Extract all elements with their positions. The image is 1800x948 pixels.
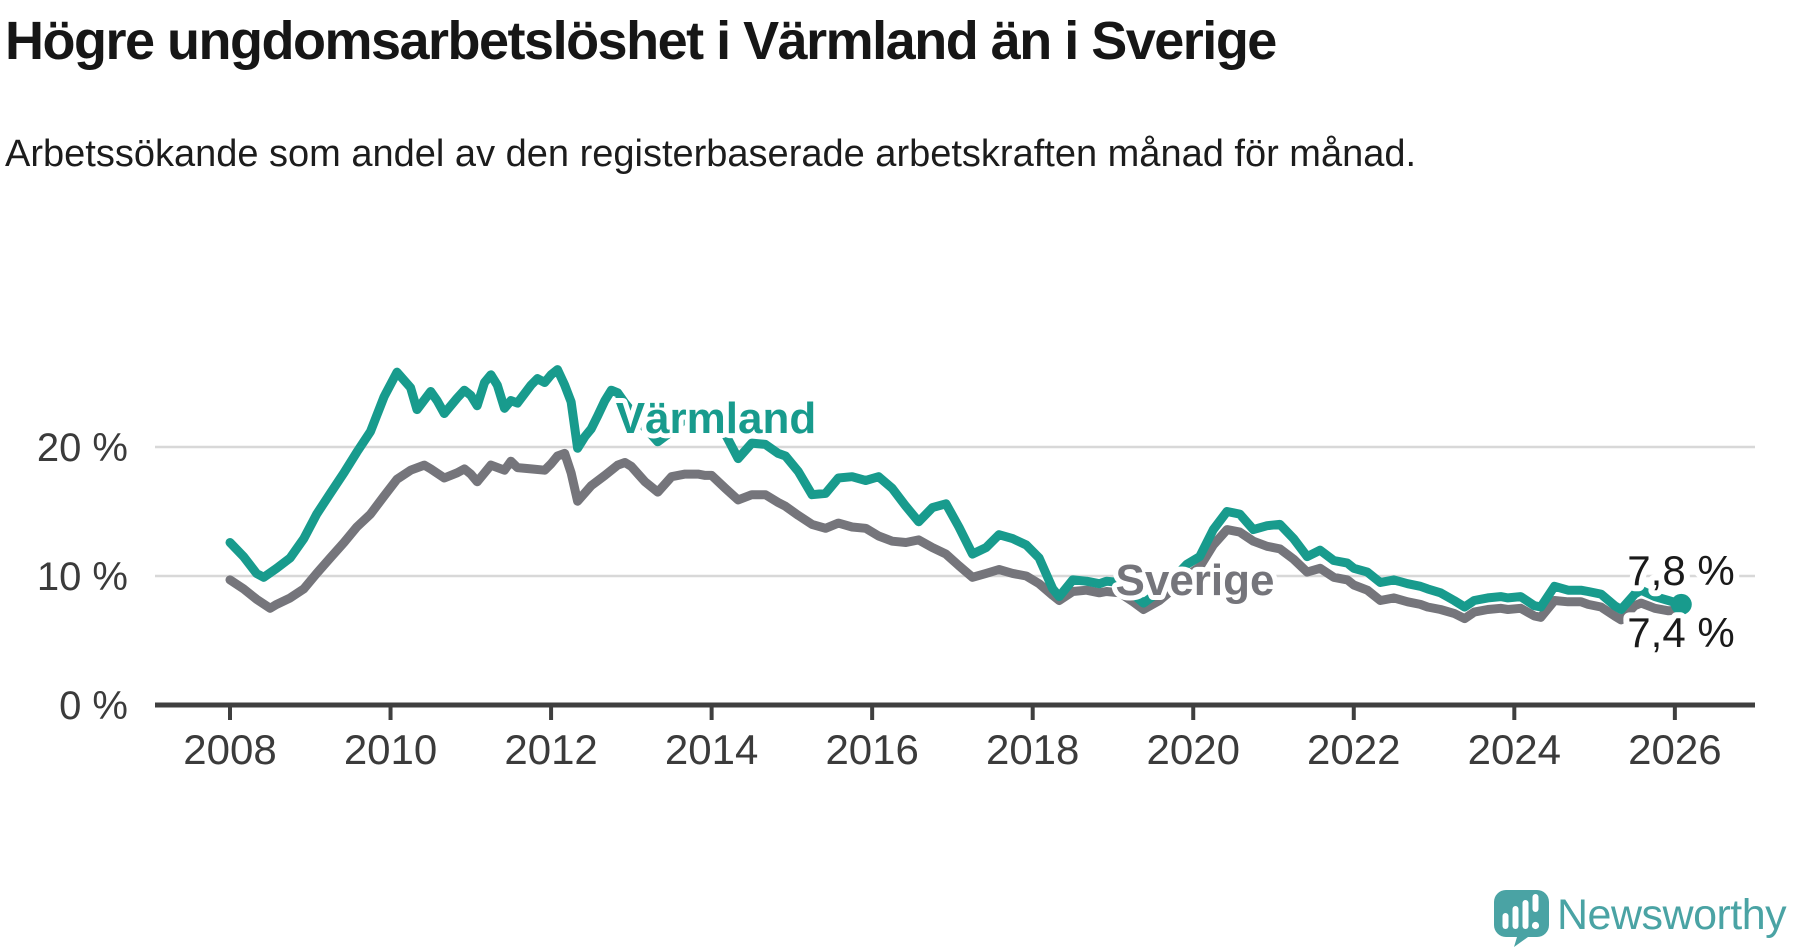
y-tick-label: 10 % xyxy=(37,555,128,599)
sverige-series-label: Sverige xyxy=(1116,556,1275,605)
series-lines xyxy=(225,365,1686,625)
logo-bar-3 xyxy=(1522,900,1529,929)
logo-bar-2 xyxy=(1512,906,1519,929)
x-tick-label: 2026 xyxy=(1628,726,1721,773)
y-tick-label: 0 % xyxy=(59,684,128,728)
speech-bubble-shape xyxy=(1494,890,1549,947)
x-tick-label: 2016 xyxy=(825,726,918,773)
y-tick-label: 20 % xyxy=(37,426,128,470)
x-tick-label: 2020 xyxy=(1147,726,1240,773)
varmland-end-dot xyxy=(1670,593,1692,615)
x-tick-label: 2012 xyxy=(504,726,597,773)
x-axis xyxy=(155,702,1755,720)
line-sverige xyxy=(225,448,1686,625)
newsworthy-logo: Newsworthy xyxy=(1494,890,1788,947)
gridlines xyxy=(155,445,1755,578)
logo-exclamation-dot xyxy=(1531,921,1540,930)
x-tick-label: 2018 xyxy=(986,726,1079,773)
newsworthy-logo-icon xyxy=(1494,890,1549,947)
varmland-end-value-label: 7,8 % xyxy=(1627,547,1734,594)
varmland-series-label: Värmland xyxy=(616,394,817,443)
x-tick-label: 2008 xyxy=(183,726,276,773)
line-värmland xyxy=(225,365,1686,614)
page-subtitle: Arbetssökande som andel av den registerb… xyxy=(5,133,1417,175)
logo-bar-1 xyxy=(1502,913,1509,929)
newsworthy-wordmark: Newsworthy xyxy=(1557,891,1787,939)
logo-exclamation-bar xyxy=(1532,894,1539,912)
x-tick-label: 2024 xyxy=(1468,726,1561,773)
x-tick-label: 2010 xyxy=(344,726,437,773)
sverige-end-value-label: 7,4 % xyxy=(1627,609,1734,656)
x-tick-label: 2014 xyxy=(665,726,758,773)
x-tick-label: 2022 xyxy=(1307,726,1400,773)
page-title: Högre ungdomsarbetslöshet i Värmland än … xyxy=(5,11,1277,71)
